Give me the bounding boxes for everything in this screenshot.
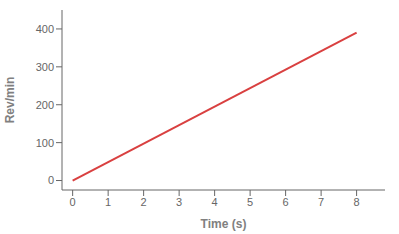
svg-text:8: 8 <box>354 196 360 208</box>
svg-text:7: 7 <box>318 196 324 208</box>
svg-text:6: 6 <box>283 196 289 208</box>
svg-text:3: 3 <box>176 196 182 208</box>
svg-text:5: 5 <box>247 196 253 208</box>
svg-text:200: 200 <box>36 99 54 111</box>
svg-text:0: 0 <box>70 196 76 208</box>
svg-text:100: 100 <box>36 137 54 149</box>
svg-text:Time (s): Time (s) <box>201 217 247 231</box>
svg-text:Rev/min: Rev/min <box>8 77 17 124</box>
svg-text:1: 1 <box>105 196 111 208</box>
svg-text:4: 4 <box>212 196 218 208</box>
svg-text:400: 400 <box>36 23 54 35</box>
svg-text:0: 0 <box>48 174 54 186</box>
svg-text:300: 300 <box>36 61 54 73</box>
svg-text:2: 2 <box>141 196 147 208</box>
